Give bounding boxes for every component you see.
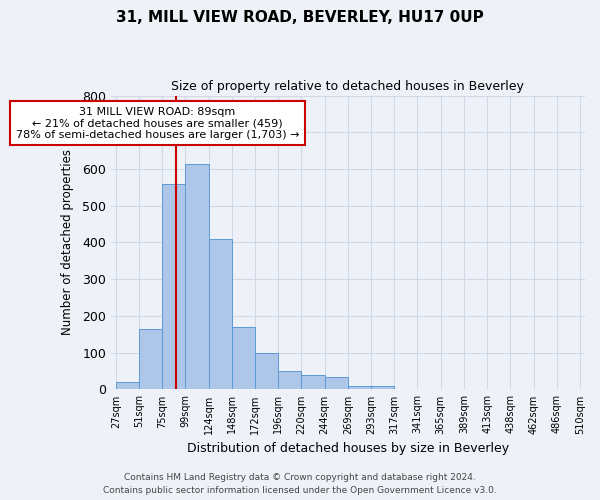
Bar	[116, 382, 139, 390]
Bar	[278, 371, 301, 390]
Bar	[371, 386, 394, 390]
Bar	[232, 327, 255, 390]
Text: Contains HM Land Registry data © Crown copyright and database right 2024.
Contai: Contains HM Land Registry data © Crown c…	[103, 474, 497, 495]
Bar	[325, 376, 348, 390]
Bar	[255, 352, 278, 390]
Bar	[348, 386, 371, 390]
Bar	[185, 164, 209, 390]
Bar	[301, 374, 325, 390]
Y-axis label: Number of detached properties: Number of detached properties	[61, 150, 74, 336]
Bar	[209, 239, 232, 390]
Text: 31 MILL VIEW ROAD: 89sqm
← 21% of detached houses are smaller (459)
78% of semi-: 31 MILL VIEW ROAD: 89sqm ← 21% of detach…	[16, 106, 299, 140]
X-axis label: Distribution of detached houses by size in Beverley: Distribution of detached houses by size …	[187, 442, 509, 455]
Bar	[139, 329, 162, 390]
Text: 31, MILL VIEW ROAD, BEVERLEY, HU17 0UP: 31, MILL VIEW ROAD, BEVERLEY, HU17 0UP	[116, 10, 484, 25]
Title: Size of property relative to detached houses in Beverley: Size of property relative to detached ho…	[172, 80, 524, 93]
Bar	[162, 184, 185, 390]
